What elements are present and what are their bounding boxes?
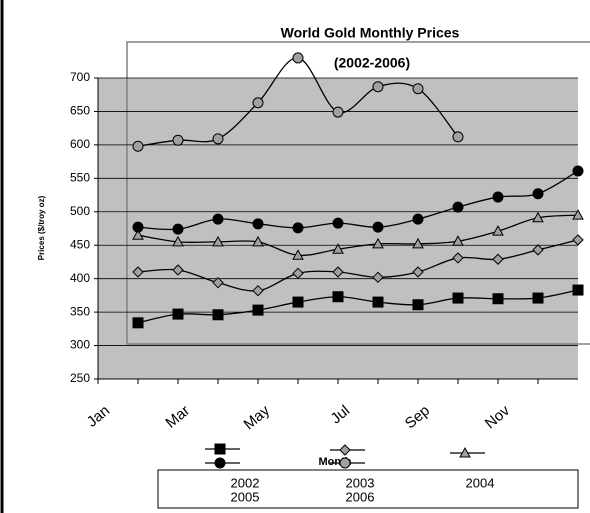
marker — [372, 237, 384, 249]
marker — [132, 221, 144, 233]
marker — [332, 217, 344, 229]
marker — [492, 191, 504, 203]
marker — [172, 134, 184, 146]
marker — [212, 213, 224, 225]
marker — [332, 266, 344, 278]
marker — [132, 140, 144, 152]
marker — [292, 249, 304, 260]
marker — [332, 106, 344, 118]
marker — [459, 446, 471, 458]
marker — [532, 211, 544, 223]
marker — [532, 292, 544, 304]
marker — [132, 317, 144, 329]
marker — [572, 234, 584, 246]
y-tick-label: 450 — [70, 237, 90, 251]
marker — [252, 218, 264, 230]
marker — [412, 213, 424, 225]
legend-label: 2003 — [346, 475, 375, 490]
marker — [292, 296, 304, 308]
marker — [212, 235, 224, 247]
marker — [339, 444, 351, 456]
marker — [412, 237, 424, 249]
y-axis-label: Prices ($/troy oz) — [37, 195, 46, 260]
marker — [372, 221, 384, 233]
marker — [252, 235, 264, 247]
marker — [412, 299, 424, 311]
marker — [214, 457, 226, 469]
marker — [332, 291, 344, 303]
y-tick-label: 550 — [70, 171, 90, 185]
marker — [452, 292, 464, 304]
marker — [292, 52, 304, 64]
marker — [212, 276, 224, 289]
y-tick-label: 650 — [70, 104, 90, 118]
marker — [332, 243, 344, 254]
marker — [292, 222, 304, 234]
marker — [452, 252, 464, 264]
marker — [572, 284, 584, 296]
marker — [214, 443, 226, 455]
legend-box — [157, 469, 579, 509]
legend-label: 2006 — [346, 489, 375, 504]
y-tick-label: 300 — [70, 338, 90, 352]
legend-label: 2002 — [231, 475, 260, 490]
marker — [132, 266, 144, 278]
y-tick-label: 350 — [70, 304, 90, 318]
marker — [452, 131, 464, 143]
marker — [252, 284, 264, 297]
marker — [339, 457, 351, 469]
marker — [212, 309, 224, 321]
marker — [372, 271, 384, 284]
legend-label: 2005 — [231, 489, 260, 504]
marker — [492, 293, 504, 305]
marker — [252, 97, 264, 109]
y-tick-label: 600 — [70, 137, 90, 151]
y-tick-label: 500 — [70, 204, 90, 218]
marker — [492, 253, 504, 265]
legend-label: 2004 — [466, 475, 495, 490]
marker — [452, 201, 464, 213]
marker — [412, 83, 424, 95]
marker — [132, 229, 144, 240]
marker — [372, 81, 384, 93]
marker — [532, 244, 544, 256]
marker — [172, 264, 184, 276]
marker — [372, 296, 384, 308]
marker — [532, 188, 544, 200]
chart-title: World Gold Monthly Prices — [281, 25, 460, 41]
y-tick-label: 400 — [70, 271, 90, 285]
marker — [452, 235, 464, 246]
y-tick-label: 700 — [70, 70, 90, 84]
marker — [572, 209, 584, 220]
marker — [412, 266, 424, 278]
marker — [572, 165, 584, 177]
marker — [492, 225, 504, 236]
marker — [292, 267, 304, 280]
y-tick-label: 250 — [70, 371, 90, 385]
marker — [212, 133, 224, 145]
marker — [172, 235, 184, 247]
marker — [172, 223, 184, 235]
chart-subtitle: (2002-2006) — [334, 55, 410, 71]
marker — [252, 304, 264, 316]
marker — [172, 308, 184, 320]
chart-frame — [126, 41, 590, 345]
